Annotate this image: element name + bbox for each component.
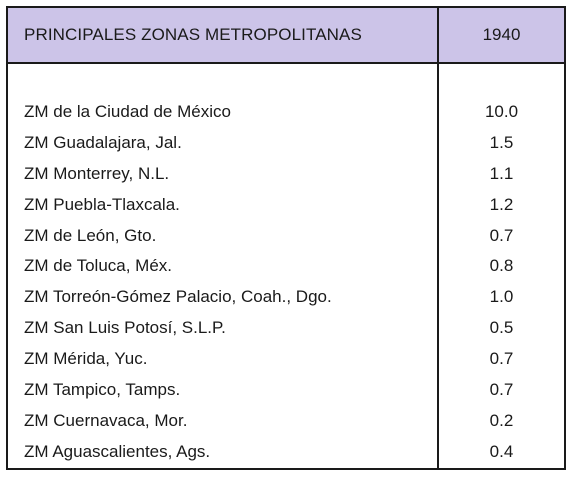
zone-value: 0.7 xyxy=(489,225,514,245)
zone-name: ZM Puebla-Tlaxcala. xyxy=(24,194,180,214)
table-row: ZM Torreón-Gómez Palacio, Coah., Dgo. 1.… xyxy=(8,282,564,313)
table-row: ZM Guadalajara, Jal. 1.5 xyxy=(8,128,564,159)
zone-name: ZM Cuernavaca, Mor. xyxy=(24,410,188,430)
zone-name: ZM San Luis Potosí, S.L.P. xyxy=(24,318,226,338)
zone-value: 0.7 xyxy=(489,349,514,369)
table-row: ZM de la Ciudad de México 10.0 xyxy=(8,97,564,128)
zone-value: 0.2 xyxy=(489,410,514,430)
column-header-year: 1940 xyxy=(482,25,521,44)
zone-value: 0.8 xyxy=(489,256,514,276)
zone-name: ZM de Toluca, Méx. xyxy=(24,256,173,276)
table-row: ZM San Luis Potosí, S.L.P. 0.5 xyxy=(8,313,564,344)
zone-name: ZM Monterrey, N.L. xyxy=(24,163,170,183)
table-row: ZM Puebla-Tlaxcala. 1.2 xyxy=(8,190,564,221)
zone-value: 1.0 xyxy=(489,287,514,307)
zone-name: ZM Mérida, Yuc. xyxy=(24,349,148,369)
zone-value: 0.7 xyxy=(489,380,514,400)
zone-value: 1.1 xyxy=(489,163,514,183)
zone-name: ZM Tampico, Tamps. xyxy=(24,380,181,400)
column-header-zones: PRINCIPALES ZONAS METROPOLITANAS xyxy=(24,25,362,44)
table-body: ZM de la Ciudad de México 10.0 ZM Guadal… xyxy=(8,97,564,468)
table-row: ZM de Toluca, Méx. 0.8 xyxy=(8,251,564,282)
zone-value: 0.5 xyxy=(489,318,514,338)
table-row: ZM de León, Gto. 0.7 xyxy=(8,221,564,252)
zone-value: 1.2 xyxy=(489,194,514,214)
zone-name: ZM Torreón-Gómez Palacio, Coah., Dgo. xyxy=(24,287,332,307)
zone-value: 10.0 xyxy=(484,102,519,121)
zone-name: ZM Guadalajara, Jal. xyxy=(24,132,182,152)
table-row: ZM Tampico, Tamps. 0.7 xyxy=(8,375,564,406)
table-row: ZM Aguascalientes, Ags. 0.4 xyxy=(8,437,564,468)
zone-name: ZM de León, Gto. xyxy=(24,225,157,245)
zone-name: ZM Aguascalientes, Ags. xyxy=(24,441,211,461)
metropolitan-zones-table: PRINCIPALES ZONAS METROPOLITANAS 1940 ZM… xyxy=(6,6,566,470)
zone-name: ZM de la Ciudad de México xyxy=(24,102,231,121)
table-row: ZM Monterrey, N.L. 1.1 xyxy=(8,159,564,190)
table-row: ZM Mérida, Yuc. 0.7 xyxy=(8,344,564,375)
column-divider xyxy=(437,8,439,468)
table-row: ZM Cuernavaca, Mor. 0.2 xyxy=(8,406,564,437)
zone-value: 0.4 xyxy=(489,441,514,461)
table-header-row: PRINCIPALES ZONAS METROPOLITANAS 1940 xyxy=(8,8,564,64)
zone-value: 1.5 xyxy=(489,132,514,152)
